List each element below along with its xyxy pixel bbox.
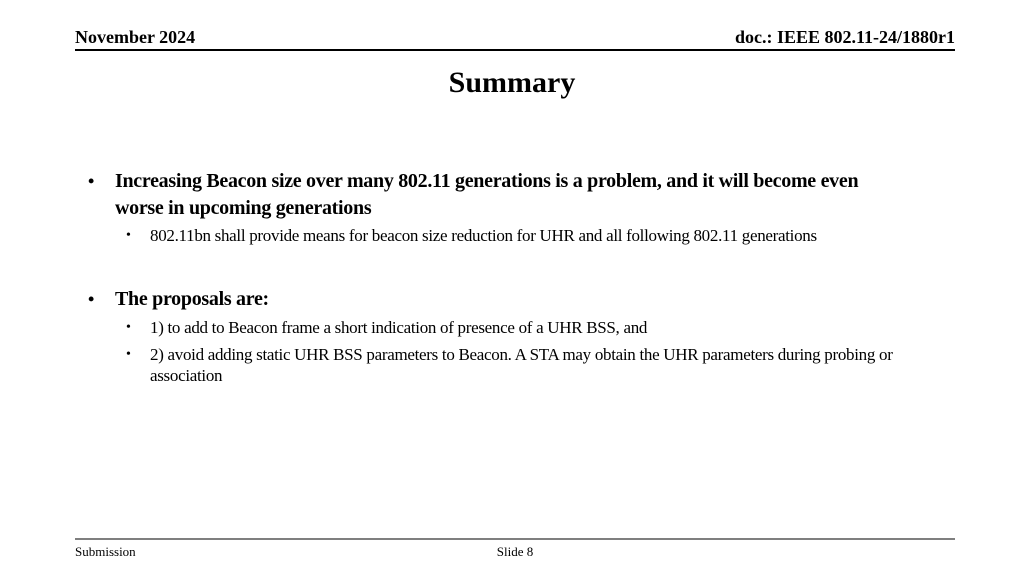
bullet-item: • Increasing Beacon size over many 802.1… (0, 168, 994, 222)
bullet-icon: • (126, 228, 131, 243)
footer-slide-number: Slide 8 (496, 544, 534, 559)
bullet-icon: • (88, 289, 95, 309)
bullet-text: Increasing Beacon size over many 802.11 … (115, 170, 859, 219)
bullet-item: • The proposals are: (0, 286, 994, 313)
bullet-icon: • (88, 171, 95, 191)
sub-bullet-item: • 1) to add to Beacon frame a short indi… (0, 317, 994, 338)
header-date: November 2024 (75, 27, 196, 47)
bullet-icon: • (126, 347, 131, 362)
sub-bullet-text: 2) avoid adding static UHR BSS parameter… (150, 345, 893, 385)
sub-bullet-text: 1) to add to Beacon frame a short indica… (150, 318, 648, 337)
bullet-icon: • (126, 320, 131, 335)
sub-bullet-item: • 802.11bn shall provide means for beaco… (0, 225, 994, 246)
bullet-text: The proposals are: (115, 288, 269, 310)
sub-bullet-item: • 2) avoid adding static UHR BSS paramet… (0, 344, 994, 386)
sub-bullet-text: 802.11bn shall provide means for beacon … (150, 226, 817, 245)
slide-header: November 2024 doc.: IEEE 802.11-24/1880r… (75, 27, 955, 51)
slide-body: • Increasing Beacon size over many 802.1… (0, 168, 994, 386)
footer-submission-label: Submission (75, 544, 136, 559)
slide-footer: Submission Slide 8 (75, 538, 955, 559)
slide-title: Summary (448, 66, 576, 99)
header-doc-id: doc.: IEEE 802.11-24/1880r1 (734, 27, 955, 47)
